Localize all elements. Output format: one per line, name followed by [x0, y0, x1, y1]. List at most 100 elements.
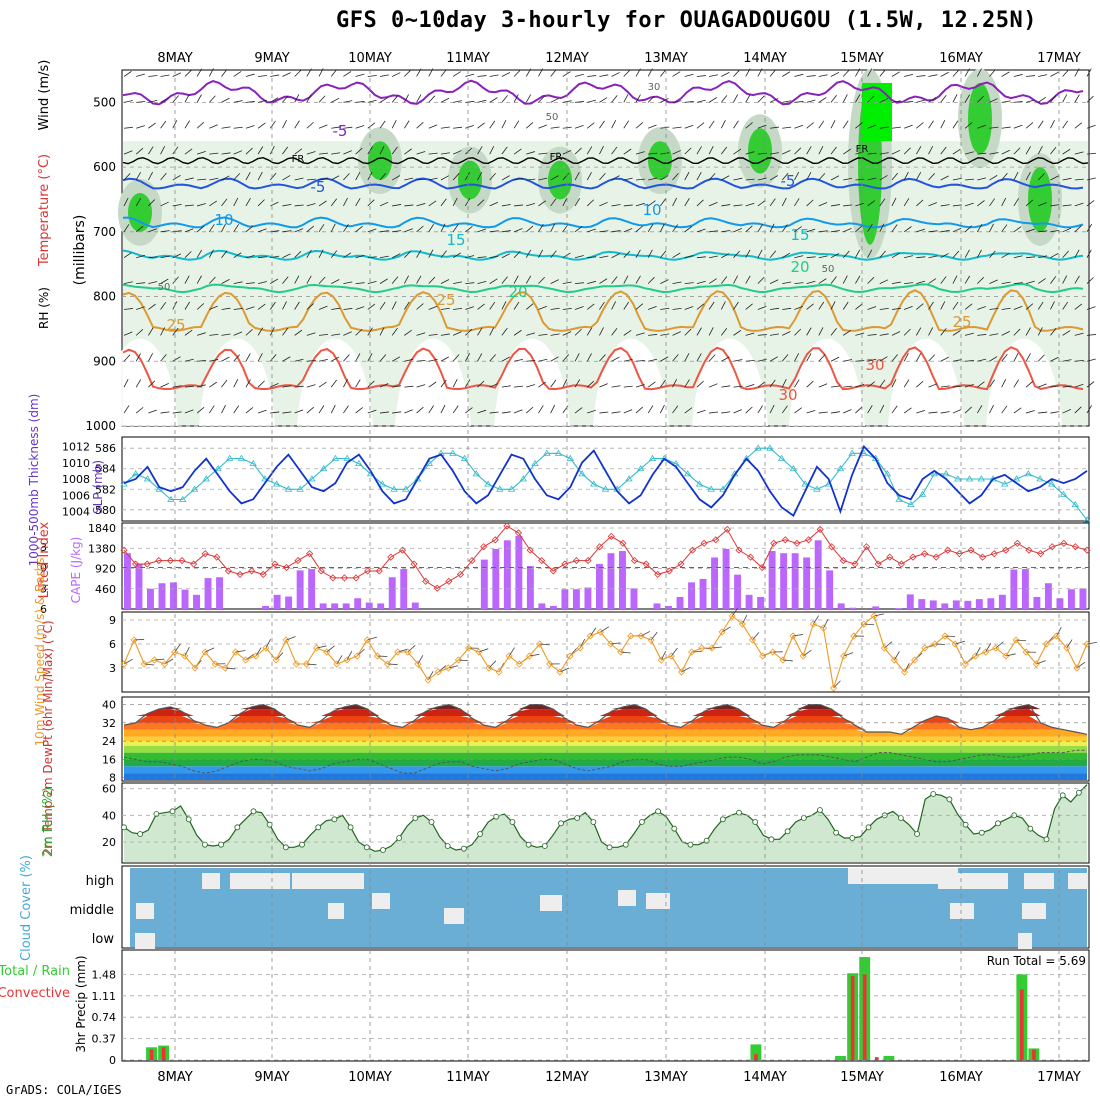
wind-barb: [611, 411, 621, 414]
wind-barb: [355, 353, 361, 362]
rh-marker: [574, 815, 581, 821]
temp-tick: 16: [102, 753, 116, 766]
wind-barb: [538, 224, 544, 233]
wind-barb: [830, 120, 836, 129]
wind-barb: [306, 359, 316, 362]
wind-barb: [720, 120, 726, 129]
wind-barb-10m: [336, 655, 343, 665]
rh-marker: [784, 828, 791, 835]
wind-barb: [757, 68, 763, 77]
wind-barb: [720, 328, 728, 336]
wind-barb: [1062, 330, 1071, 336]
wind-barb: [904, 255, 914, 259]
wind-barb: [452, 378, 458, 388]
wind-barb: [660, 152, 670, 155]
temp-color-band: [124, 773, 1087, 780]
wind-barb: [635, 178, 645, 181]
wind-barb: [781, 405, 788, 414]
wind-barb: [806, 122, 814, 129]
wind-barb: [148, 409, 157, 414]
wind-barb: [647, 249, 653, 258]
wind-barb: [915, 171, 922, 181]
wind-barb: [647, 68, 653, 77]
cloud-clear-patch: [444, 908, 464, 924]
wind-barb: [1074, 332, 1084, 336]
lifted-marker: [596, 543, 604, 551]
wind-barb: [379, 383, 389, 388]
thickness-marker: [378, 480, 387, 487]
wind-barb: [879, 98, 889, 103]
wind-barb: [611, 204, 621, 207]
wind-barb-10m: [1016, 639, 1027, 642]
wind-barb: [257, 409, 267, 414]
lifted-marker: [422, 577, 430, 585]
wind-barb: [855, 178, 865, 181]
wind-barb: [172, 411, 182, 414]
wind-barb: [1074, 202, 1084, 207]
wind-barb: [184, 275, 190, 284]
wind-barb: [928, 145, 934, 155]
wind-barb: [721, 385, 731, 388]
wind-barb-10m: [600, 626, 610, 633]
temp-tick: 32: [102, 717, 116, 730]
wind-barb-10m: [792, 634, 803, 637]
wind-barb: [696, 256, 706, 259]
cape-bar: [377, 603, 385, 609]
wind-barb: [538, 68, 544, 77]
wind-barb: [587, 75, 597, 77]
wind-marker: [130, 636, 138, 644]
wind-barb: [611, 146, 618, 155]
wind-barb: [599, 255, 609, 259]
wind-barb: [294, 251, 302, 258]
wind-barb-10m: [367, 636, 377, 641]
wind-barb: [1086, 177, 1096, 181]
temp-color-band: [124, 745, 1087, 753]
cloud-clear-patch: [372, 893, 390, 909]
wind-barb: [623, 204, 633, 207]
wind-barb: [684, 353, 690, 362]
wind-barb: [331, 279, 340, 284]
wind-barb: [428, 381, 437, 388]
wind-barb: [440, 97, 450, 103]
wind-barb: [318, 305, 328, 310]
wind-barb: [440, 307, 450, 310]
wind-barb: [391, 356, 401, 362]
wind-barb: [379, 411, 389, 414]
lifted-marker: [340, 574, 349, 582]
wind-barb: [1050, 328, 1057, 336]
temp-tick: 40: [102, 699, 116, 712]
wind-barb: [465, 407, 473, 414]
wind-barb: [367, 99, 377, 103]
thickness-marker: [1024, 470, 1032, 477]
wind-barb: [477, 99, 487, 103]
cape-bar: [365, 602, 373, 609]
wind-barb: [221, 126, 231, 129]
wind-barb: [623, 94, 629, 103]
wind-barb: [1025, 199, 1034, 207]
wind-barb: [1050, 94, 1057, 103]
wind-barb: [148, 122, 156, 129]
wind-barb: [855, 275, 861, 284]
wind-barb: [599, 230, 609, 233]
wind-barb: [1025, 122, 1034, 129]
rh-marker: [153, 811, 160, 817]
wind-barb: [331, 97, 340, 103]
wind-barb: [843, 359, 853, 362]
wind-barb-10m: [265, 638, 271, 649]
wind-barb: [184, 409, 194, 414]
wind-barb: [318, 177, 328, 181]
cape-bar: [1056, 598, 1064, 609]
wind-barb: [964, 303, 973, 310]
wind-barb-10m: [945, 635, 956, 637]
wind-barb-10m: [711, 646, 722, 649]
cape-bar: [791, 553, 799, 609]
wind-barb: [1038, 255, 1048, 259]
wind-barb: [611, 276, 618, 284]
wind-barb: [367, 281, 377, 284]
wind-barb: [404, 301, 410, 310]
slp-tick: 1006: [62, 489, 90, 502]
wind-barb: [501, 146, 508, 155]
wind-barb: [513, 301, 520, 310]
wind-barb: [611, 72, 620, 77]
wind-barb-10m: [235, 650, 246, 653]
